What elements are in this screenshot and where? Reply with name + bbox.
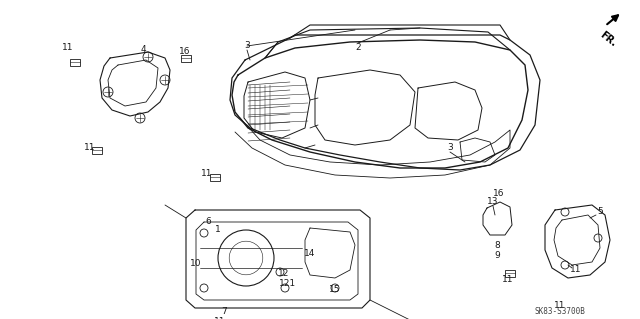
Text: 11: 11 <box>570 265 582 275</box>
Text: 3: 3 <box>447 144 453 152</box>
Text: 16: 16 <box>493 189 505 197</box>
Text: 15: 15 <box>329 286 340 294</box>
Bar <box>210 174 220 181</box>
Text: 121: 121 <box>280 279 296 288</box>
Text: 13: 13 <box>487 197 499 206</box>
Bar <box>505 270 515 277</box>
Text: 8: 8 <box>494 241 500 250</box>
Text: 9: 9 <box>494 251 500 261</box>
Bar <box>92 146 102 153</box>
Text: 4: 4 <box>140 46 146 55</box>
Text: 11: 11 <box>214 317 226 319</box>
Text: 14: 14 <box>304 249 316 257</box>
Text: 7: 7 <box>221 308 227 316</box>
Text: 5: 5 <box>597 207 603 217</box>
Text: 12: 12 <box>278 270 290 278</box>
Text: 11: 11 <box>201 169 212 179</box>
Text: SK83-S3700B: SK83-S3700B <box>534 308 586 316</box>
Text: 11: 11 <box>502 276 514 285</box>
Text: 1: 1 <box>215 226 221 234</box>
Bar <box>181 55 191 62</box>
Text: 10: 10 <box>190 259 202 269</box>
Text: 11: 11 <box>84 143 96 152</box>
Text: 11: 11 <box>62 43 74 53</box>
Text: 16: 16 <box>179 48 191 56</box>
Text: FR.: FR. <box>598 30 618 49</box>
Text: 2: 2 <box>355 42 361 51</box>
Text: 3: 3 <box>244 41 250 50</box>
Bar <box>70 58 80 65</box>
Text: 6: 6 <box>205 218 211 226</box>
Text: 11: 11 <box>554 300 566 309</box>
